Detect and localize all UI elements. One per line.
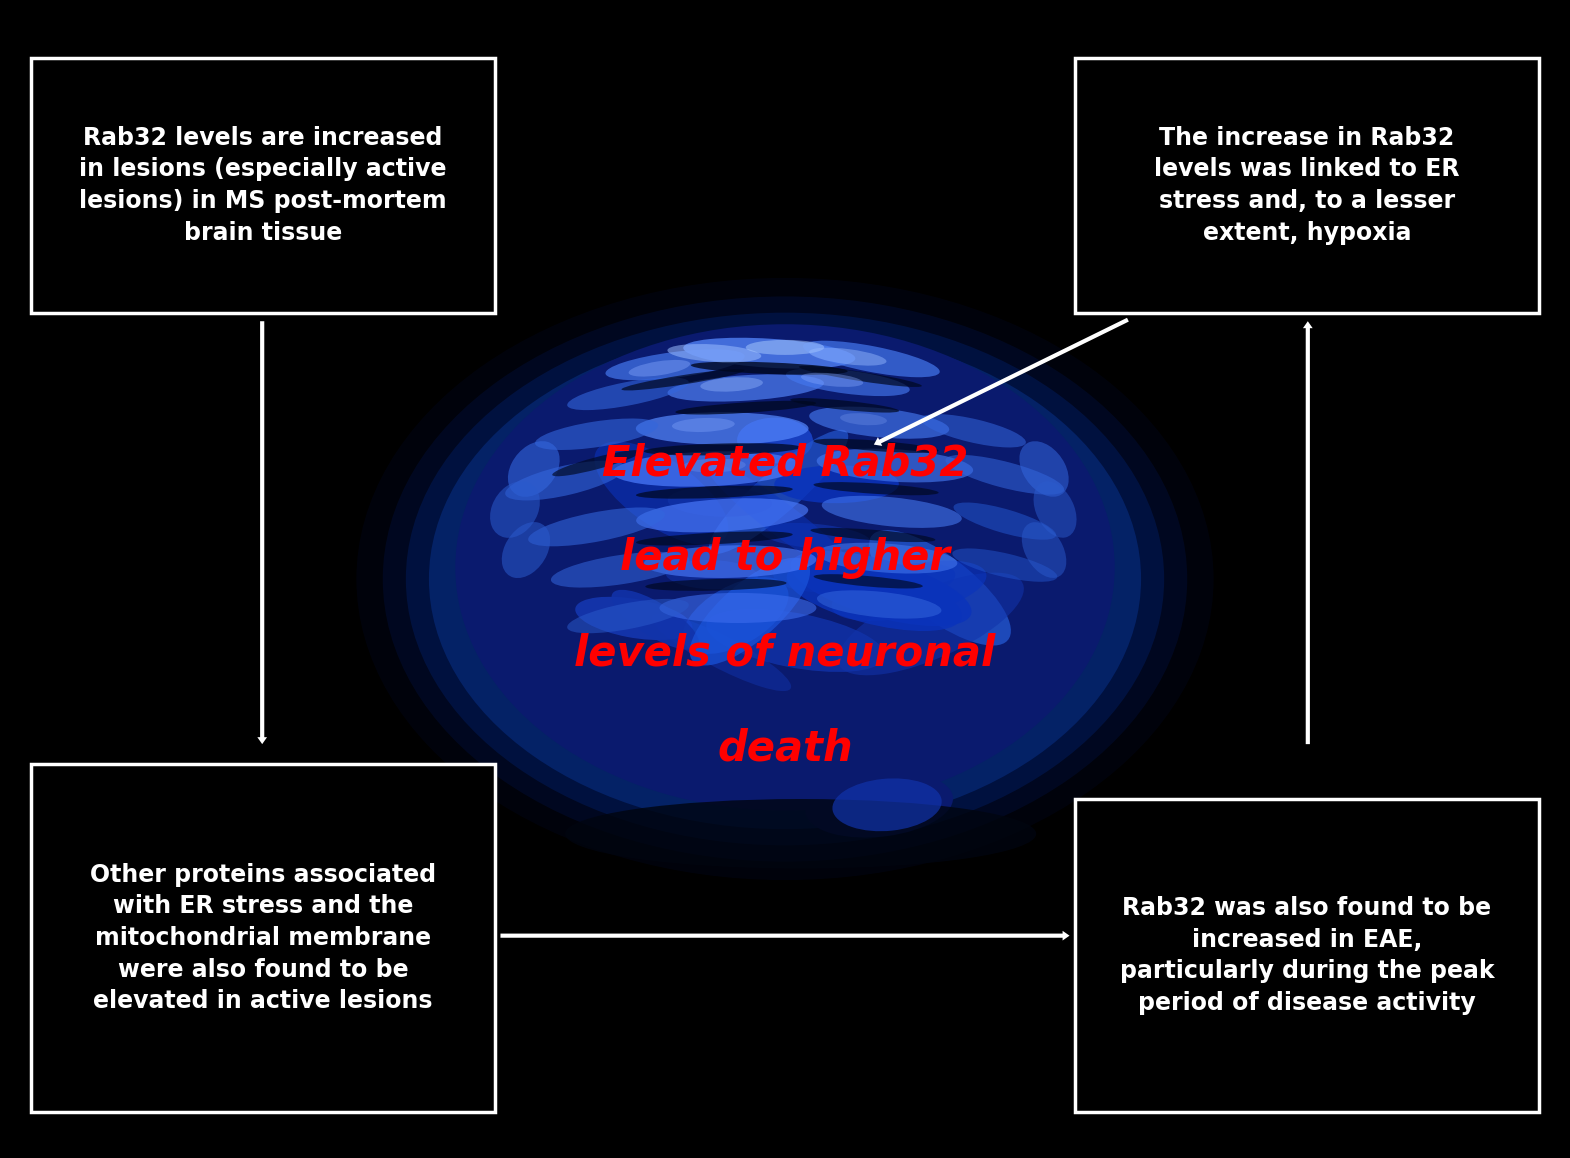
- Text: Other proteins associated
with ER stress and the
mitochondrial membrane
were als: Other proteins associated with ER stress…: [89, 863, 436, 1013]
- Ellipse shape: [816, 448, 973, 483]
- Text: levels of neuronal: levels of neuronal: [575, 632, 995, 674]
- Ellipse shape: [622, 369, 744, 390]
- FancyBboxPatch shape: [31, 58, 495, 313]
- Ellipse shape: [652, 614, 791, 691]
- FancyBboxPatch shape: [1075, 58, 1539, 313]
- Ellipse shape: [736, 418, 813, 463]
- Ellipse shape: [813, 439, 939, 453]
- Ellipse shape: [628, 360, 691, 376]
- Text: The increase in Rab32
levels was linked to ER
stress and, to a lesser
extent, hy: The increase in Rab32 levels was linked …: [1154, 126, 1460, 244]
- Ellipse shape: [689, 558, 810, 666]
- Ellipse shape: [509, 441, 559, 497]
- Ellipse shape: [666, 560, 758, 589]
- Ellipse shape: [838, 572, 1024, 675]
- Ellipse shape: [813, 482, 939, 496]
- Ellipse shape: [490, 482, 540, 537]
- Ellipse shape: [805, 772, 953, 837]
- Ellipse shape: [1019, 441, 1069, 497]
- Ellipse shape: [760, 523, 870, 550]
- Ellipse shape: [799, 366, 922, 387]
- Ellipse shape: [575, 596, 692, 640]
- Ellipse shape: [809, 406, 950, 439]
- Ellipse shape: [832, 778, 942, 831]
- Ellipse shape: [506, 461, 625, 500]
- Ellipse shape: [612, 589, 699, 650]
- Ellipse shape: [837, 563, 956, 607]
- Ellipse shape: [551, 552, 689, 587]
- Ellipse shape: [595, 441, 728, 545]
- Ellipse shape: [644, 444, 801, 455]
- Ellipse shape: [922, 415, 1025, 447]
- Ellipse shape: [429, 329, 1141, 829]
- Ellipse shape: [816, 543, 958, 573]
- Ellipse shape: [645, 579, 787, 591]
- Ellipse shape: [636, 485, 793, 499]
- Ellipse shape: [667, 374, 824, 402]
- Text: lead to higher: lead to higher: [620, 537, 950, 579]
- Ellipse shape: [953, 503, 1057, 540]
- Ellipse shape: [706, 609, 885, 672]
- Ellipse shape: [810, 528, 936, 542]
- Ellipse shape: [644, 545, 816, 578]
- FancyBboxPatch shape: [31, 764, 495, 1112]
- Ellipse shape: [667, 344, 761, 362]
- Ellipse shape: [455, 324, 1115, 811]
- Ellipse shape: [553, 450, 641, 476]
- Ellipse shape: [790, 398, 900, 412]
- Ellipse shape: [405, 313, 1163, 845]
- Ellipse shape: [706, 463, 854, 576]
- Text: Rab32 levels are increased
in lesions (especially active
lesions) in MS post-mor: Rab32 levels are increased in lesions (e…: [78, 126, 447, 244]
- Ellipse shape: [772, 554, 878, 592]
- Ellipse shape: [502, 522, 550, 578]
- Ellipse shape: [567, 599, 689, 633]
- Ellipse shape: [672, 418, 735, 432]
- Ellipse shape: [356, 278, 1214, 880]
- Ellipse shape: [790, 551, 972, 626]
- Ellipse shape: [636, 498, 809, 533]
- Ellipse shape: [708, 430, 848, 554]
- Ellipse shape: [953, 549, 1057, 581]
- Ellipse shape: [528, 507, 666, 547]
- Ellipse shape: [945, 455, 1064, 494]
- Ellipse shape: [567, 378, 689, 410]
- FancyArrowPatch shape: [501, 931, 1069, 940]
- FancyArrowPatch shape: [1303, 321, 1313, 745]
- Ellipse shape: [636, 412, 809, 445]
- Text: Rab32 was also found to be
increased in EAE,
particularly during the peak
period: Rab32 was also found to be increased in …: [1119, 896, 1495, 1014]
- Ellipse shape: [683, 577, 788, 654]
- Ellipse shape: [659, 593, 816, 623]
- Ellipse shape: [606, 350, 744, 380]
- Ellipse shape: [746, 340, 824, 356]
- Ellipse shape: [816, 591, 942, 618]
- Ellipse shape: [821, 496, 962, 528]
- Ellipse shape: [832, 560, 986, 621]
- Ellipse shape: [691, 361, 848, 375]
- FancyBboxPatch shape: [1075, 799, 1539, 1112]
- FancyArrowPatch shape: [257, 321, 267, 745]
- Ellipse shape: [802, 340, 940, 378]
- Ellipse shape: [840, 413, 887, 425]
- Ellipse shape: [565, 799, 1036, 868]
- Ellipse shape: [535, 418, 658, 450]
- Ellipse shape: [700, 378, 763, 391]
- Ellipse shape: [787, 368, 909, 396]
- Text: Elevated Rab32: Elevated Rab32: [601, 442, 969, 484]
- Ellipse shape: [1022, 522, 1066, 578]
- Ellipse shape: [774, 466, 898, 503]
- FancyArrowPatch shape: [874, 317, 1129, 446]
- Ellipse shape: [683, 459, 746, 472]
- Ellipse shape: [612, 452, 801, 486]
- Ellipse shape: [667, 486, 772, 516]
- Ellipse shape: [809, 347, 887, 366]
- Ellipse shape: [675, 401, 816, 415]
- Ellipse shape: [683, 338, 856, 368]
- Ellipse shape: [383, 296, 1187, 862]
- Ellipse shape: [1033, 482, 1077, 537]
- Ellipse shape: [868, 530, 1011, 645]
- Ellipse shape: [813, 574, 923, 588]
- Ellipse shape: [787, 562, 962, 631]
- Text: death: death: [717, 727, 853, 769]
- Ellipse shape: [636, 532, 793, 545]
- Ellipse shape: [801, 373, 864, 387]
